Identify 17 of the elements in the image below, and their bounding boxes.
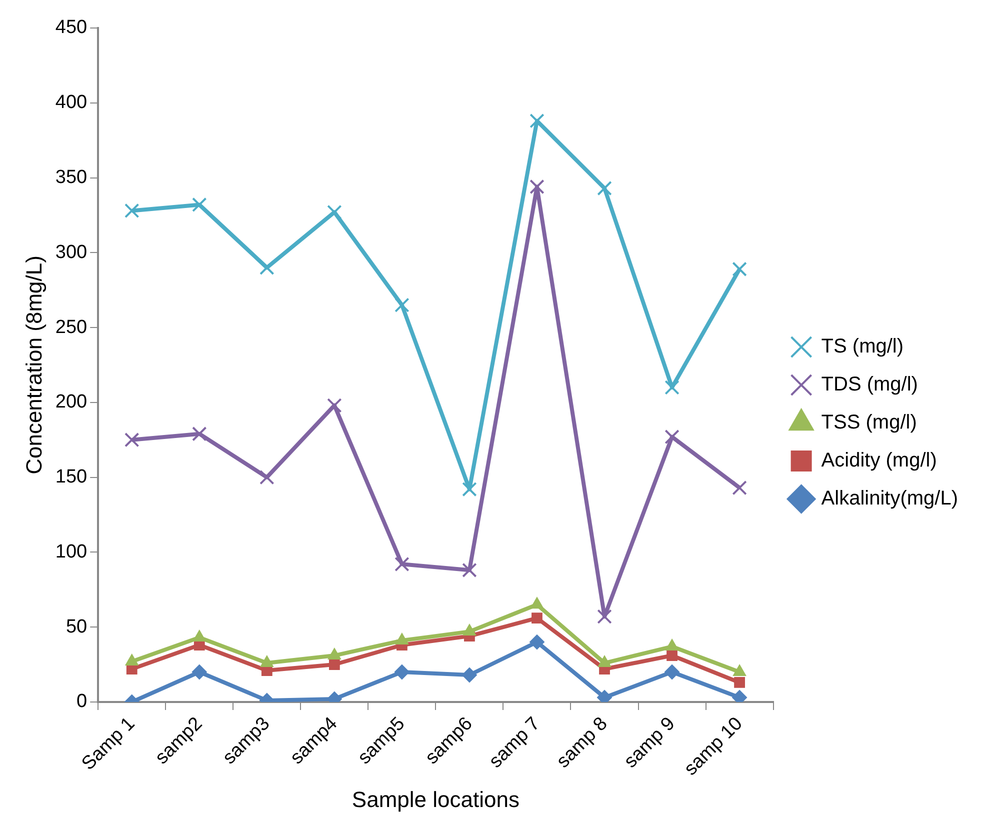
y-tick-label: 400 <box>55 92 88 114</box>
legend-label: Acidity (mg/l) <box>821 450 937 472</box>
y-tick-label: 450 <box>55 17 88 38</box>
legend-label: TDS (mg/l) <box>821 374 918 396</box>
legend-label: Alkalinity(mg/L) <box>821 488 958 510</box>
y-tick-label: 0 <box>76 691 88 712</box>
legend-label: TSS (mg/l) <box>821 412 917 434</box>
legend-label: TS (mg/l) <box>821 336 904 358</box>
y-tick-label: 200 <box>55 392 88 413</box>
y-tick-label: 300 <box>55 242 88 263</box>
y-tick-label: 250 <box>55 316 88 338</box>
y-tick-label: 350 <box>55 167 88 188</box>
y-tick-label: 100 <box>55 541 88 562</box>
x-axis-title: Sample locations <box>352 786 520 812</box>
y-tick-label: 50 <box>66 616 88 638</box>
y-tick-label: 150 <box>55 466 88 488</box>
y-axis-title: Concentration (8mg/L) <box>21 256 46 474</box>
